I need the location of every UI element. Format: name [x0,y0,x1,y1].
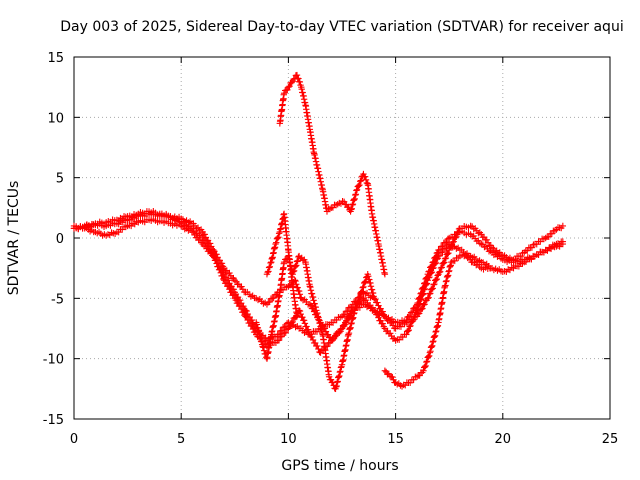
y-tick-label: 0 [56,232,64,247]
y-tick-label: 15 [47,51,64,66]
x-tick-label: 20 [495,432,512,447]
series-track-7 [263,210,301,320]
data-marks [70,71,567,393]
x-axis-label: GPS time / hours [281,458,398,474]
y-tick-label: -5 [51,292,64,307]
x-tick-label: 0 [70,432,78,447]
x-tick-label: 25 [602,432,619,447]
y-tick-label: 10 [47,111,64,126]
y-tick-label: -10 [43,353,64,368]
x-tick-label: 15 [387,432,404,447]
x-tick-label: 10 [280,432,297,447]
y-tick-label: -15 [43,413,64,428]
y-tick-label: 5 [56,172,64,187]
series-track-5 [276,71,389,278]
series-track-4 [381,251,494,390]
series-track-3 [70,209,567,356]
x-tick-label: 5 [177,432,185,447]
y-axis-label: SDTVAR / TECUs [6,181,22,296]
series-track-2 [70,215,567,344]
axis-ticks: 0 5 10 15 20 25 -15 -10 -5 0 5 10 15 [43,51,619,447]
series-track-6 [253,252,378,393]
chart-title: Day 003 of 2025, Sidereal Day-to-day VTE… [60,19,623,35]
